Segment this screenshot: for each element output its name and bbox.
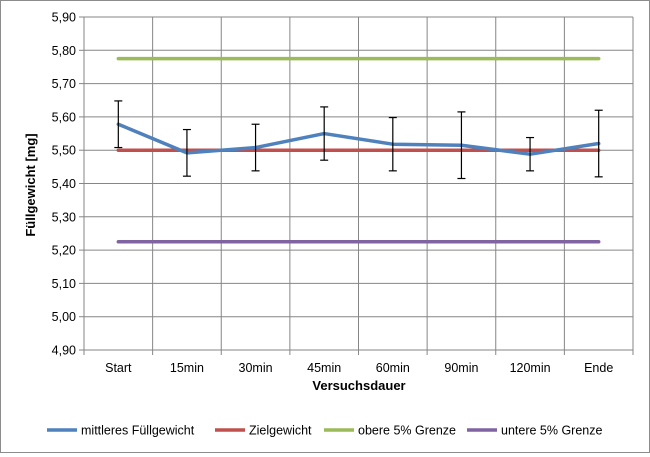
- y-tick-label: 5,20: [52, 244, 76, 258]
- legend-label: Zielgewicht: [249, 424, 312, 438]
- series-line: [116, 122, 601, 156]
- y-tick-label: 5,50: [52, 144, 76, 158]
- y-tick-label: 5,00: [52, 310, 76, 324]
- x-tick-label: 60min: [376, 361, 410, 375]
- x-tick-label: 15min: [170, 361, 204, 375]
- y-tick-label: 5,40: [52, 177, 76, 191]
- y-tick-label: 5,90: [52, 11, 76, 25]
- y-tick-label: 5,60: [52, 110, 76, 124]
- legend-label: untere 5% Grenze: [501, 424, 602, 438]
- x-axis-label: Versuchsdauer: [312, 378, 405, 393]
- y-tick-label: 5,80: [52, 44, 76, 58]
- x-axis-ticks: Start 15min 30min 45min 60min 90min 120min Ende: [105, 361, 613, 375]
- legend-label: mittleres Füllgewicht: [81, 424, 195, 438]
- series-lines: [116, 56, 601, 244]
- x-tick-label: 45min: [307, 361, 341, 375]
- error-bars: [114, 100, 603, 180]
- x-tick-label: 90min: [444, 361, 478, 375]
- y-axis-label: Füllgewicht [mg]: [23, 133, 38, 236]
- x-tick-label: 120min: [510, 361, 551, 375]
- x-tick-label: Ende: [584, 361, 613, 375]
- x-tick-label: Start: [105, 361, 132, 375]
- legend-label: obere 5% Grenze: [358, 424, 456, 438]
- y-tick-label: 4,90: [52, 344, 76, 358]
- y-tick-label: 5,30: [52, 210, 76, 224]
- y-axis-ticks: 4,90 5,00 5,10 5,20 5,30 5,40 5,50 5,60 5,70 5,80…: [52, 11, 76, 358]
- x-tick-label: 30min: [239, 361, 273, 375]
- y-tick-label: 5,70: [52, 77, 76, 91]
- grid: [79, 16, 634, 355]
- legend: mittleres Füllgewicht Zielgewicht obere 5%…: [47, 424, 602, 438]
- y-tick-label: 5,10: [52, 277, 76, 291]
